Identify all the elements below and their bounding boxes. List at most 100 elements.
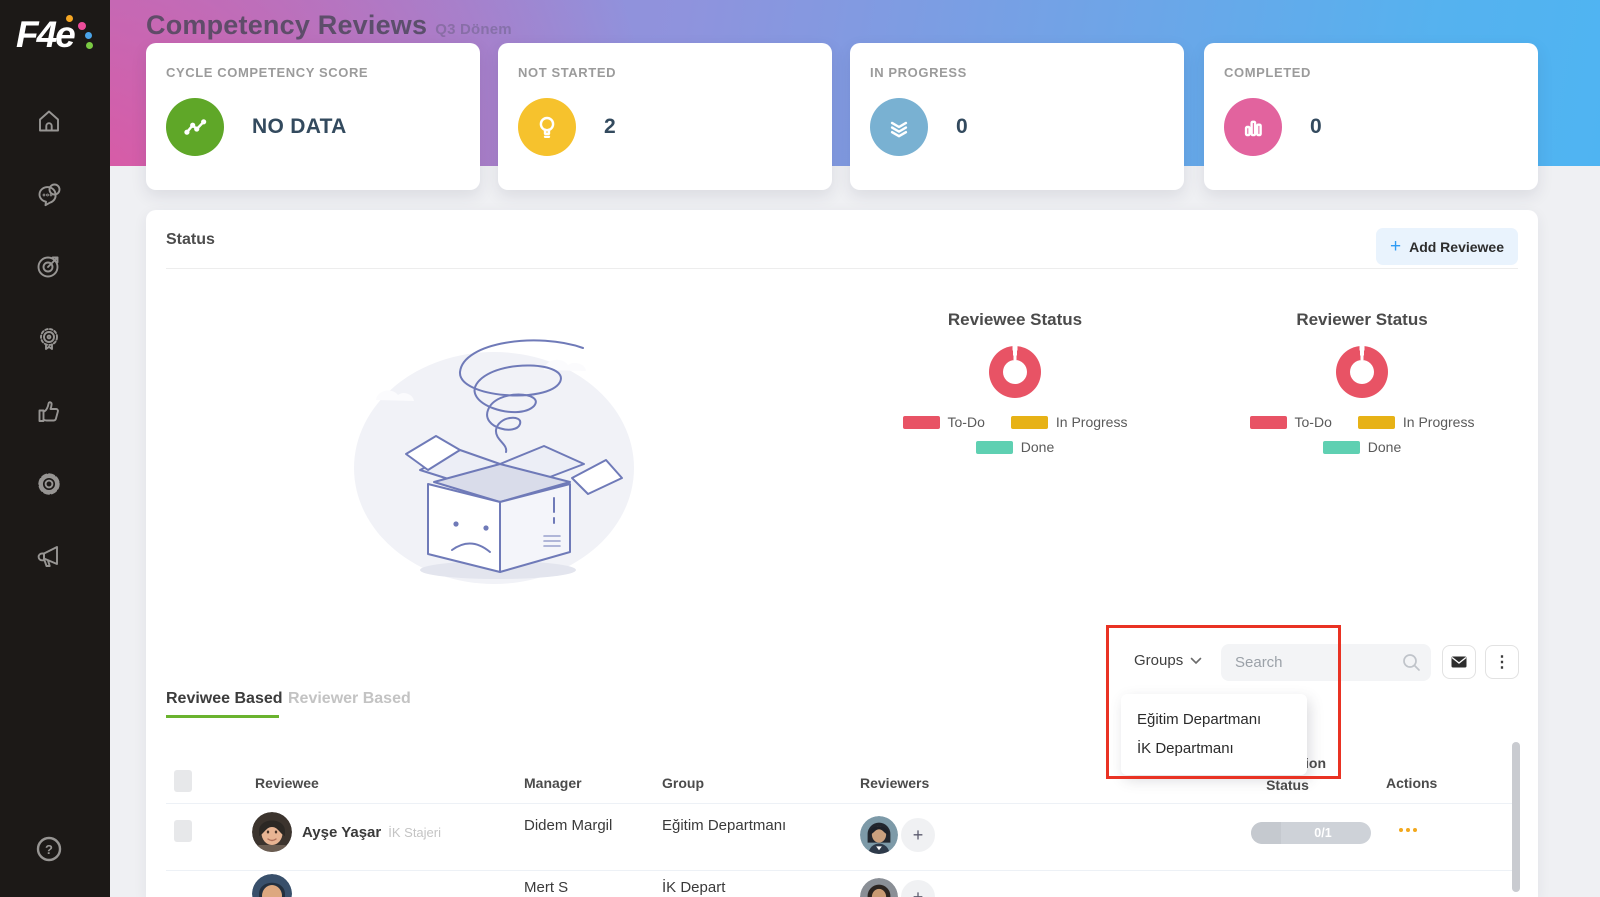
search-icon xyxy=(1403,654,1420,671)
card-label: IN PROGRESS xyxy=(870,65,967,80)
card-in-progress: IN PROGRESS 0 xyxy=(850,43,1184,190)
chart-title: Reviewee Status xyxy=(947,310,1083,329)
home-icon[interactable] xyxy=(33,105,65,137)
column-header-manager: Manager xyxy=(524,775,582,791)
chevron-down-icon xyxy=(1190,657,1202,664)
avatar-reviewee xyxy=(252,874,292,897)
groups-label: Groups xyxy=(1134,652,1184,669)
legend-swatch xyxy=(1010,415,1048,429)
trend-line-icon xyxy=(166,98,224,156)
plus-icon: + xyxy=(1389,236,1402,257)
legend-swatch xyxy=(1322,440,1360,454)
logo-dot-pink xyxy=(78,22,86,30)
select-all-checkbox[interactable] xyxy=(174,770,192,792)
card-completed: COMPLETED 0 xyxy=(1204,43,1538,190)
row-checkbox[interactable] xyxy=(174,820,192,842)
reviewee-name-cell[interactable]: Ayşe Yaşar İK Stajeri xyxy=(302,824,441,841)
page-title: Competency Reviews Q3 Dönem xyxy=(146,10,512,40)
vertical-scrollbar[interactable] xyxy=(1512,742,1520,892)
legend-swatch xyxy=(1357,415,1395,429)
card-label: COMPLETED xyxy=(1224,65,1312,80)
card-not-started: NOT STARTED 2 xyxy=(498,43,832,190)
add-reviewer-button[interactable]: + xyxy=(901,818,935,852)
status-panel xyxy=(146,210,1538,897)
avatar-reviewer xyxy=(860,878,898,897)
column-header-group: Group xyxy=(662,775,704,791)
dropdown-item-ik[interactable]: İK Departmanı xyxy=(1137,740,1234,757)
card-value: 0 xyxy=(1310,115,1322,138)
group-cell: Eğitim Departmanı xyxy=(662,817,787,834)
reviewee-title: İK Stajeri xyxy=(388,825,441,840)
tab-reviwee-based[interactable]: Reviwee Based xyxy=(166,690,283,707)
logo-dot-blue xyxy=(85,32,92,39)
thumbs-up-icon[interactable] xyxy=(33,395,65,427)
legend-item-done: Done xyxy=(1322,439,1401,455)
groups-dropdown-menu: Eğitim Departmanı İK Departmanı xyxy=(1121,694,1307,775)
add-reviewee-label: Add Reviewee xyxy=(1409,238,1505,255)
avatar-reviewer xyxy=(860,816,898,854)
legend-swatch xyxy=(1249,415,1287,429)
divider xyxy=(166,870,1518,871)
search-box xyxy=(1221,644,1431,681)
search-input[interactable] xyxy=(1221,644,1431,681)
groups-dropdown-button[interactable]: Groups xyxy=(1134,652,1202,669)
badge-icon[interactable] xyxy=(33,323,65,355)
card-value: NO DATA xyxy=(252,115,347,138)
divider xyxy=(166,268,1518,269)
brand-logo-text: F4e xyxy=(16,14,76,55)
legend-item-todo: To-Do xyxy=(902,414,985,430)
tab-reviewer-based[interactable]: Reviewer Based xyxy=(288,690,411,707)
avatar-reviewee xyxy=(252,812,292,852)
add-reviewee-button[interactable]: + Add Reviewee xyxy=(1376,228,1518,265)
add-reviewer-button[interactable]: + xyxy=(901,880,935,897)
row-actions-button[interactable] xyxy=(1399,828,1417,832)
settings-gear-icon[interactable] xyxy=(33,468,65,500)
bar-chart-icon xyxy=(1224,98,1282,156)
logo-dot-orange xyxy=(66,15,73,22)
active-tab-underline xyxy=(166,715,279,718)
card-value: 2 xyxy=(604,115,616,138)
legend-item-in-progress: In Progress xyxy=(1357,414,1474,430)
svg-text:?: ? xyxy=(45,842,53,857)
manager-cell: Mert S xyxy=(524,879,569,896)
card-label: CYCLE COMPETENCY SCORE xyxy=(166,65,369,80)
page-subtitle: Q3 Dönem xyxy=(435,21,512,38)
chart-title: Reviewer Status xyxy=(1296,310,1428,329)
sidebar: F4e ? xyxy=(0,0,110,897)
help-icon[interactable]: ? xyxy=(33,833,65,865)
group-cell: İK Depart xyxy=(662,879,726,896)
lightbulb-icon xyxy=(518,98,576,156)
column-header-reviewee: Reviewee xyxy=(255,775,319,791)
completion-progress-pill: 0/1 xyxy=(1251,822,1371,844)
brand-logo[interactable]: F4e xyxy=(16,14,96,62)
legend-item-in-progress: In Progress xyxy=(1010,414,1127,430)
legend-item-todo: To-Do xyxy=(1249,414,1332,430)
donut-chart xyxy=(989,346,1041,398)
card-label: NOT STARTED xyxy=(518,65,617,80)
manager-cell: Didem Margil xyxy=(524,817,613,834)
reviewer-status-chart: Reviewer Status To-Do In Progress Done xyxy=(1202,310,1522,455)
layers-icon xyxy=(870,98,928,156)
card-value: 0 xyxy=(956,115,968,138)
kebab-icon: ⋮ xyxy=(1494,654,1510,671)
legend-swatch xyxy=(975,440,1013,454)
reviewee-status-chart: Reviewee Status To-Do In Progress Done xyxy=(855,310,1175,455)
empty-box-illustration xyxy=(354,339,634,584)
announcements-megaphone-icon[interactable] xyxy=(33,540,65,572)
envelope-icon xyxy=(1451,656,1467,668)
column-header-actions: Actions xyxy=(1386,775,1438,791)
logo-dot-green xyxy=(86,42,93,49)
donut-chart xyxy=(1336,346,1388,398)
legend-item-done: Done xyxy=(975,439,1054,455)
status-panel-title: Status xyxy=(166,231,215,248)
legend-swatch xyxy=(902,415,940,429)
divider xyxy=(166,803,1518,804)
dropdown-item-egitim[interactable]: Eğitim Departmanı xyxy=(1137,711,1262,728)
column-header-reviewers: Reviewers xyxy=(860,775,930,791)
messages-icon[interactable] xyxy=(33,178,65,210)
more-options-button[interactable]: ⋮ xyxy=(1485,645,1519,679)
email-button[interactable] xyxy=(1442,645,1476,679)
goals-target-icon[interactable] xyxy=(33,250,65,282)
card-cycle-competency-score: CYCLE COMPETENCY SCORE NO DATA xyxy=(146,43,480,190)
